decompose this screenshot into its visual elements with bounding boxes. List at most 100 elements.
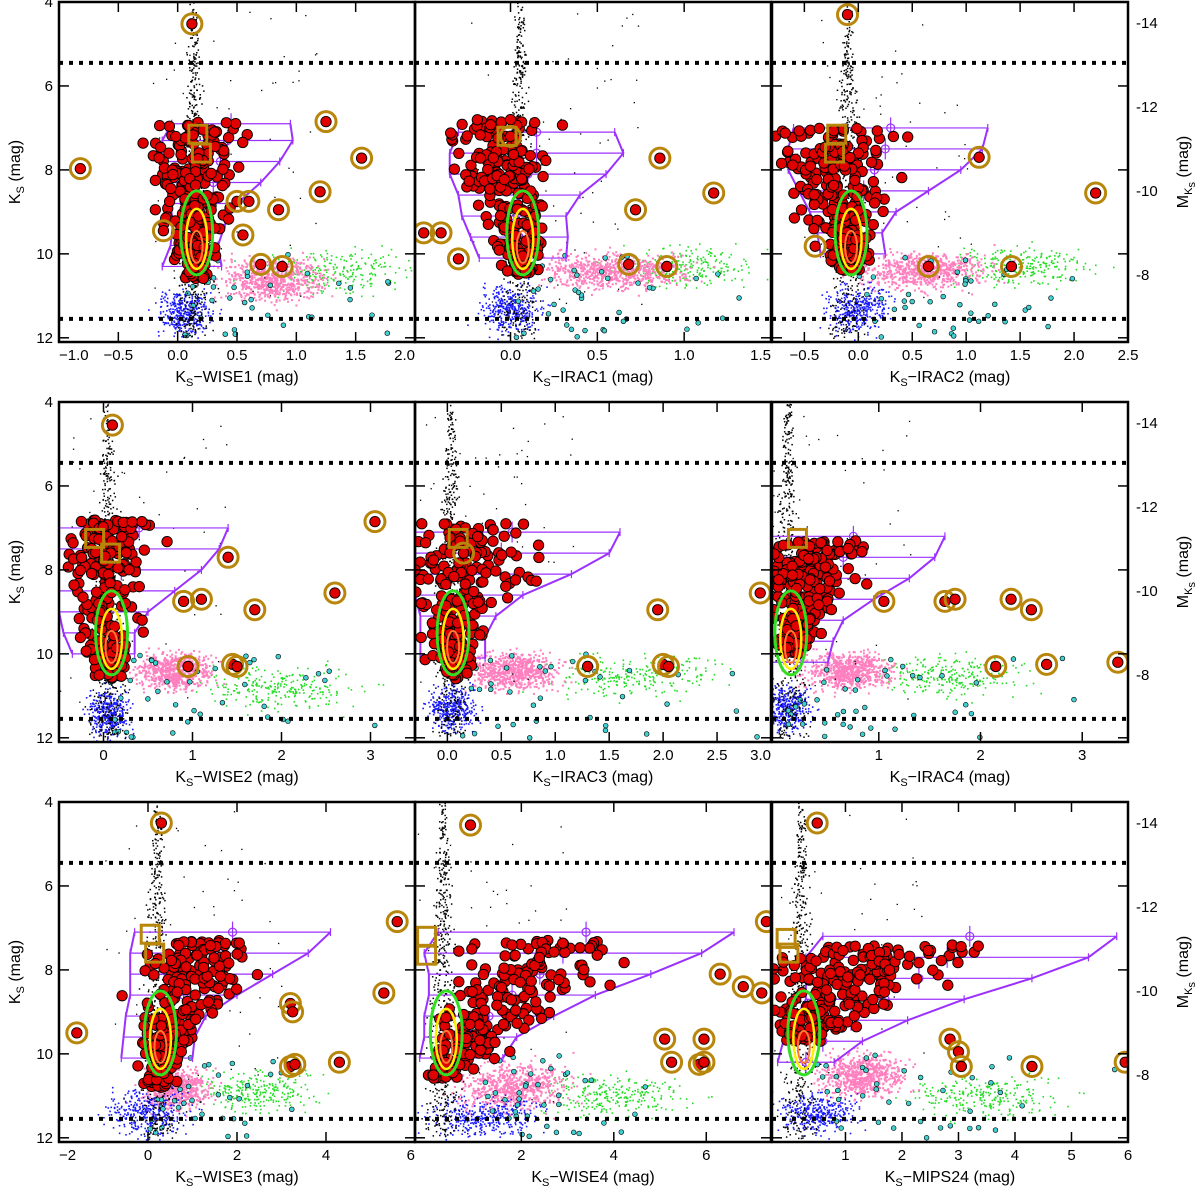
pink-star bbox=[554, 276, 557, 279]
pink-star bbox=[278, 293, 281, 296]
black-star bbox=[197, 37, 199, 40]
black-star bbox=[195, 83, 198, 86]
black-star bbox=[515, 312, 518, 315]
green-star bbox=[690, 250, 692, 252]
pink-star bbox=[596, 269, 599, 272]
pink-star bbox=[278, 291, 281, 294]
black-star bbox=[217, 287, 220, 290]
pink-star bbox=[271, 280, 274, 283]
blue-star bbox=[511, 318, 514, 320]
pink-star bbox=[292, 288, 295, 291]
plot-area bbox=[415, 2, 771, 342]
green-star bbox=[1009, 253, 1012, 256]
pink-star bbox=[253, 276, 256, 279]
pink-star bbox=[567, 255, 570, 258]
blue-star bbox=[484, 287, 486, 290]
black-star bbox=[530, 146, 532, 148]
green-star bbox=[997, 280, 999, 282]
black-star bbox=[195, 104, 198, 106]
pink-star bbox=[230, 274, 233, 277]
pink-star bbox=[696, 261, 699, 264]
black-star bbox=[523, 17, 525, 20]
green-star bbox=[394, 282, 396, 284]
cyan-circle bbox=[521, 330, 527, 337]
pink-star bbox=[905, 278, 908, 281]
pink-star bbox=[582, 274, 585, 277]
pink-star bbox=[243, 297, 246, 300]
pink-star bbox=[273, 293, 276, 296]
green-star bbox=[1003, 269, 1005, 271]
pink-star bbox=[548, 268, 551, 271]
sample-point bbox=[474, 152, 487, 164]
blue-star bbox=[194, 297, 197, 299]
blue-star bbox=[533, 297, 535, 299]
pink-star bbox=[236, 273, 239, 276]
green-star bbox=[1029, 267, 1032, 270]
pink-star bbox=[658, 277, 661, 280]
green-star bbox=[703, 270, 705, 272]
pink-star bbox=[611, 283, 614, 286]
pink-star bbox=[566, 279, 569, 282]
sample-point bbox=[465, 159, 477, 171]
blue-star bbox=[494, 295, 497, 298]
pink-star bbox=[284, 294, 287, 297]
pink-star bbox=[540, 278, 543, 281]
pink-star bbox=[649, 280, 652, 283]
green-star bbox=[701, 267, 704, 270]
pink-star bbox=[595, 264, 598, 267]
pink-star bbox=[598, 262, 601, 265]
blue-star bbox=[507, 309, 510, 312]
black-star bbox=[186, 52, 188, 54]
black-star bbox=[497, 306, 500, 308]
black-star bbox=[191, 112, 194, 114]
pink-star bbox=[249, 269, 252, 272]
black-star bbox=[516, 284, 519, 286]
green-star bbox=[969, 251, 972, 254]
pink-star bbox=[286, 290, 289, 293]
pink-star bbox=[266, 261, 269, 264]
green-star bbox=[969, 254, 972, 257]
green-star bbox=[994, 251, 997, 254]
green-star bbox=[347, 278, 349, 280]
pink-star bbox=[644, 277, 647, 280]
blue-star bbox=[183, 297, 186, 300]
pink-star bbox=[310, 286, 313, 289]
blue-star bbox=[220, 308, 223, 311]
green-star bbox=[1060, 276, 1062, 278]
blue-star bbox=[501, 302, 504, 305]
pink-star bbox=[666, 279, 669, 282]
black-star bbox=[517, 94, 520, 97]
blue-star bbox=[479, 302, 481, 304]
green-star bbox=[409, 266, 412, 269]
blue-star bbox=[176, 293, 178, 295]
blue-star bbox=[509, 312, 511, 315]
green-star bbox=[318, 272, 321, 275]
green-star bbox=[971, 274, 974, 277]
green-star bbox=[1003, 264, 1006, 266]
pink-star bbox=[245, 262, 248, 265]
pink-star bbox=[246, 263, 249, 266]
black-star bbox=[506, 310, 508, 313]
green-star bbox=[994, 274, 996, 276]
black-star bbox=[519, 77, 521, 79]
black-star bbox=[195, 74, 197, 76]
green-star bbox=[953, 286, 956, 288]
blue-star bbox=[209, 292, 212, 294]
green-star bbox=[1028, 267, 1030, 270]
pink-star bbox=[287, 263, 290, 266]
blue-star bbox=[195, 294, 197, 296]
pink-star bbox=[892, 253, 895, 256]
blue-star bbox=[191, 301, 193, 303]
green-star bbox=[993, 278, 995, 280]
ringed-point-core bbox=[661, 260, 673, 273]
green-star bbox=[361, 248, 363, 251]
pink-star bbox=[642, 277, 645, 280]
pink-star bbox=[557, 252, 560, 255]
pink-cloud bbox=[212, 251, 337, 312]
pink-star bbox=[607, 258, 610, 261]
pink-star bbox=[601, 284, 604, 287]
green-star bbox=[357, 266, 360, 268]
blue-star bbox=[200, 306, 203, 308]
pink-star bbox=[657, 276, 660, 279]
green-star bbox=[725, 265, 727, 268]
